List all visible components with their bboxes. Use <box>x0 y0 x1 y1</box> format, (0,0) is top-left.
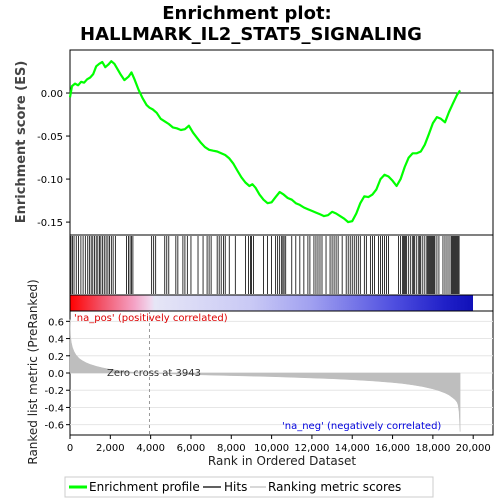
hits-marks <box>70 236 460 294</box>
x-tick-label: 0 <box>67 443 73 454</box>
x-tick-label: 18,000 <box>415 443 450 454</box>
es-ytick-label: -0.10 <box>37 175 63 186</box>
metric-ytick-label: 0.0 <box>48 369 64 380</box>
x-tick-label: 16,000 <box>375 443 410 454</box>
x-tick-label: 10,000 <box>254 443 289 454</box>
x-tick-label: 20,000 <box>456 443 491 454</box>
legend-label-enrichment: Enrichment profile <box>89 480 200 494</box>
x-axis-label: Rank in Ordered Dataset <box>208 454 356 468</box>
metric-x-ticks: 0 2,000 4,000 6,000 8,000 10,000 12,000 14,000 1… <box>67 435 491 454</box>
legend-item-ranking-metric: Ranking metric scores <box>250 480 401 494</box>
legend-item-hits: Hits <box>203 480 247 494</box>
es-ytick-label: 0.00 <box>41 89 63 100</box>
x-tick-label: 4,000 <box>136 443 165 454</box>
metric-ytick-label: 0.4 <box>48 335 64 346</box>
x-tick-label: 6,000 <box>177 443 206 454</box>
es-ytick-label: -0.15 <box>37 218 63 229</box>
es-y-axis-label: Enrichment score (ES) <box>14 61 29 224</box>
metric-y-axis-label: Ranked list metric (PreRanked) <box>26 279 40 464</box>
es-y-ticks: 0.00 -0.05 -0.10 -0.15 <box>37 89 70 229</box>
legend-box <box>64 476 434 498</box>
es-plot-frame <box>69 49 494 236</box>
es-ytick-label: -0.05 <box>37 132 63 143</box>
enrichment-profile-line <box>68 60 462 224</box>
metric-ytick-label: -0.6 <box>44 421 64 432</box>
na-neg-annotation: 'na_neg' (negatively correlated) <box>282 421 441 432</box>
legend-label-ranking: Ranking metric scores <box>268 480 401 494</box>
zero-cross-annotation: Zero cross at 3943 <box>107 368 201 379</box>
chart-title-line2: HALLMARK_IL2_STAT5_SIGNALING <box>80 24 422 45</box>
metric-ytick-label: 0.6 <box>48 317 64 328</box>
legend-label-hits: Hits <box>224 480 247 494</box>
chart-title-line1: Enrichment plot: <box>162 3 332 24</box>
ranking-metric-area <box>69 319 461 432</box>
x-tick-label: 12,000 <box>294 443 329 454</box>
metric-ytick-label: -0.4 <box>44 403 64 414</box>
x-tick-label: 14,000 <box>335 443 370 454</box>
x-tick-label: 2,000 <box>96 443 125 454</box>
metric-ytick-label: 0.2 <box>48 352 64 363</box>
rank-heatmap-bar <box>70 295 473 311</box>
metric-y-ticks: 0.6 0.4 0.2 0.0 -0.2 -0.4 -0.6 <box>44 317 70 432</box>
na-pos-annotation: 'na_pos' (positively correlated) <box>74 313 228 324</box>
metric-gridlines <box>70 320 493 426</box>
legend-item-enrichment-profile: Enrichment profile <box>69 480 200 494</box>
x-tick-label: 8,000 <box>217 443 246 454</box>
metric-ytick-label: -0.2 <box>44 386 64 397</box>
